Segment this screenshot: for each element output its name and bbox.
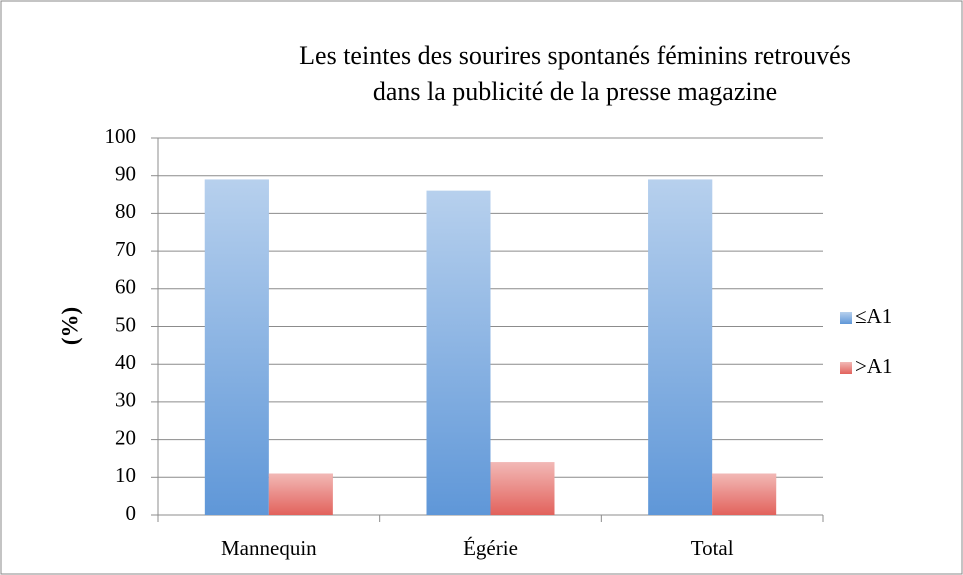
chart-title: Les teintes des sourires spontanés fémin… <box>299 41 851 106</box>
y-tick-label: 70 <box>115 237 136 261</box>
bar <box>426 190 491 515</box>
legend-swatch-shine <box>840 362 852 374</box>
x-tick-label: Égérie <box>463 536 518 560</box>
x-tick-label: Mannequin <box>221 536 317 560</box>
legend-swatch-shine <box>840 312 852 324</box>
legend-label: ≤A1 <box>855 304 892 328</box>
y-tick-label: 100 <box>105 124 137 148</box>
y-tick-label: 30 <box>115 388 136 412</box>
y-tick-label: 60 <box>115 275 136 299</box>
y-tick-label: 20 <box>115 425 136 449</box>
y-tick-label: 90 <box>115 162 136 186</box>
y-tick-label: 40 <box>115 350 136 374</box>
bar <box>268 473 333 515</box>
y-tick-label: 10 <box>115 463 136 487</box>
y-tick-label: 80 <box>115 199 136 223</box>
y-tick-label: 50 <box>115 312 136 336</box>
bar <box>712 473 777 515</box>
y-tick-label: 0 <box>126 501 137 525</box>
bar <box>490 462 555 515</box>
bar <box>648 179 713 515</box>
legend-label: >A1 <box>855 354 893 378</box>
x-tick-label: Total <box>691 536 734 560</box>
bar <box>204 179 269 515</box>
y-axis-label: (%) <box>57 307 82 345</box>
